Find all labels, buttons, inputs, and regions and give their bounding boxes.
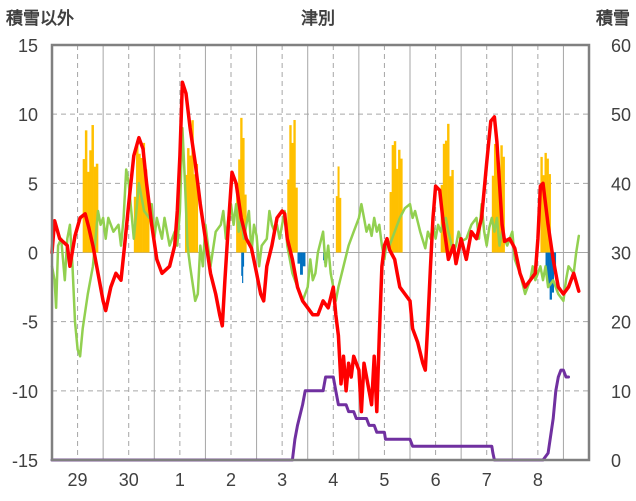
positive-bar [191,120,194,253]
negative-bar [241,252,243,276]
positive-bar [189,155,192,253]
green-series-line [50,126,581,358]
right-axis: 60 50 40 30 20 10 0 [611,36,631,471]
left-tick-label: -10 [12,382,38,402]
negative-bar [551,252,555,293]
x-tick-label: 5 [379,470,389,490]
positive-bar [502,156,505,253]
x-tick-label: 2 [226,470,236,490]
negative-bar [297,252,301,264]
series-lines [50,80,581,462]
positive-bar [335,196,338,253]
plot-frame [50,43,591,462]
positive-bar [498,172,501,253]
negative-bar [300,252,303,275]
x-tick-label: 3 [277,470,287,490]
positive-bar [89,150,92,253]
positive-bar [84,130,88,253]
bars [82,117,557,300]
left-tick-label: 15 [18,36,38,56]
x-tick-label: 6 [431,470,441,490]
positive-bar [291,142,294,253]
left-tick-label: 10 [18,105,38,125]
positive-bar [391,145,395,253]
negative-bar [242,252,244,284]
negative-bar [242,252,245,267]
x-tick-label: 8 [533,470,543,490]
left-axis: 15 10 5 0 -5 -10 -15 [12,36,38,471]
right-axis-title: 積雪 [596,8,630,28]
positive-bar [398,149,401,253]
positive-bar [442,143,446,253]
snow_depth-series-line [50,368,570,462]
positive-bar [493,143,497,253]
positive-bar [496,141,499,253]
positive-bar [138,153,141,253]
positive-bar [293,119,296,253]
positive-bar [449,176,452,253]
positive-bar [144,169,148,253]
positive-bar [289,125,292,253]
positive-bar [146,197,150,253]
x-tick-label: 7 [482,470,492,490]
positive-bar [95,163,99,253]
positive-bar [140,157,143,253]
right-tick-label: 0 [611,451,621,471]
positive-bar [542,175,545,253]
negative-bar [545,252,548,277]
x-tick-label: 29 [68,470,88,490]
positive-bar [195,163,199,253]
positive-bar [295,187,298,253]
positive-bar [395,168,399,253]
positive-bar [447,123,450,253]
x-tick-label: 1 [175,470,185,490]
negative-bar [549,252,552,300]
positive-bar [339,197,342,253]
positive-bar [87,171,90,253]
right-tick-label: 60 [611,36,631,56]
positive-bar [240,117,243,253]
right-tick-label: 20 [611,313,631,333]
positive-bar [400,158,403,253]
positive-bar [393,141,397,253]
positive-bar [548,174,551,253]
positive-bar [287,179,290,253]
positive-bar [193,174,196,253]
positive-bar [491,175,495,253]
negative-bar [547,252,550,286]
positive-bar [451,169,454,253]
left-tick-label: 5 [28,174,38,194]
positive-bar [82,159,86,253]
left-tick-label: 0 [28,244,38,264]
x-tick-label: 4 [328,470,338,490]
chart-title: 津別 [301,8,335,28]
x-tick-label: 30 [119,470,139,490]
positive-bar [142,142,146,253]
positive-bar [242,137,245,253]
left-axis-title: 積雪以外 [6,8,74,28]
grid [52,45,589,460]
positive-bar [93,166,97,253]
positive-bar [546,158,549,253]
x-axis: 29 30 1 2 3 4 5 6 7 8 [68,470,543,490]
positive-bar [187,148,190,253]
left-tick-label: -15 [12,451,38,471]
right-tick-label: 40 [611,174,631,194]
positive-bar [389,192,392,253]
right-tick-label: 50 [611,105,631,125]
positive-bar [91,125,94,253]
positive-bar [444,140,448,253]
positive-bar [540,156,543,253]
right-tick-label: 30 [611,244,631,264]
left-tick-label: -5 [22,313,38,333]
red-series-line [50,80,581,414]
right-tick-label: 10 [611,382,631,402]
negative-bar [302,252,306,267]
positive-bar [337,166,340,253]
